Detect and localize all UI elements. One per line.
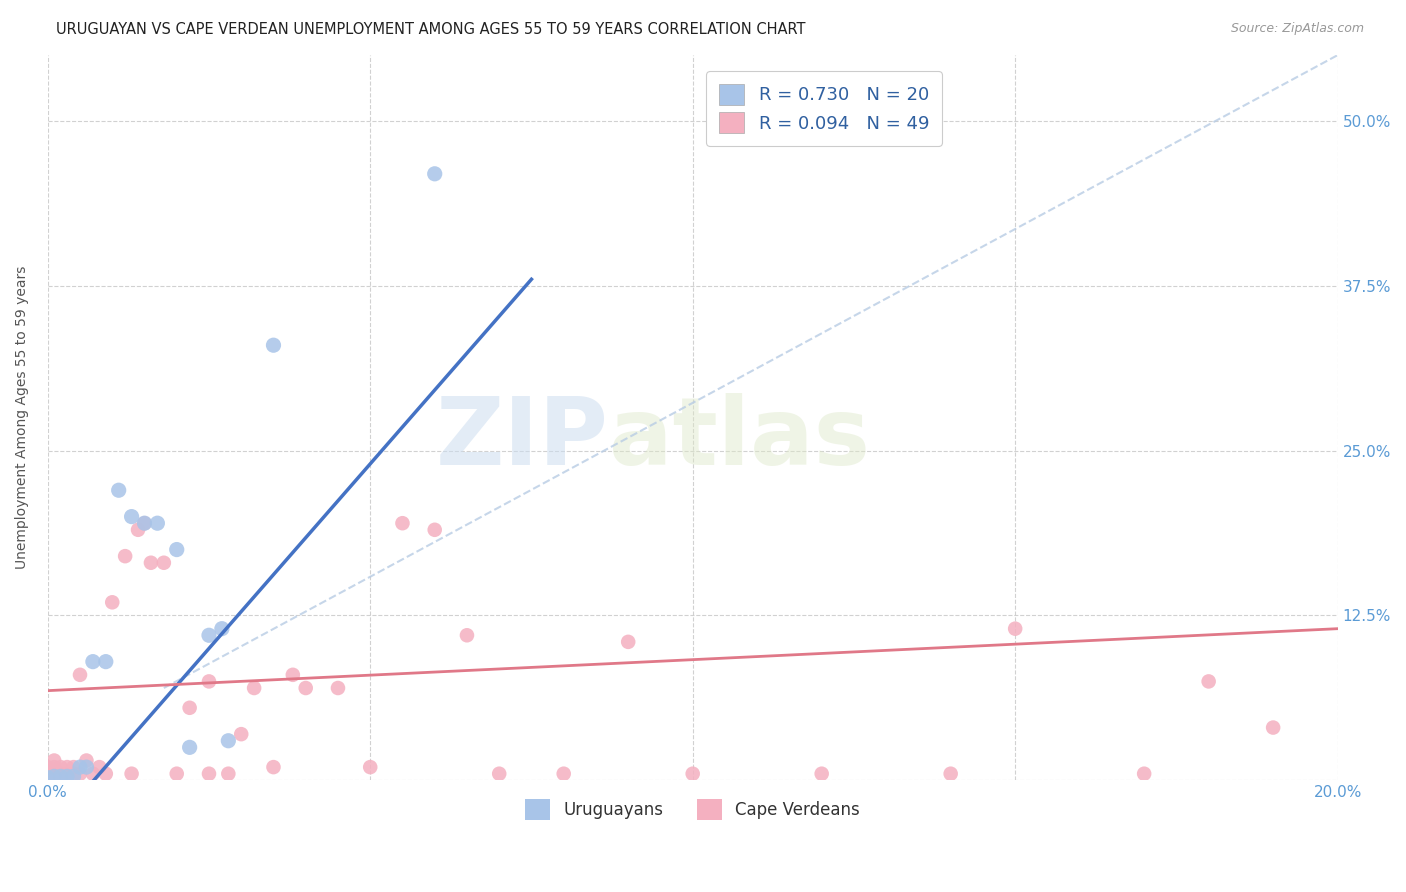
Point bbox=[243, 681, 266, 695]
Point bbox=[127, 523, 149, 537]
Point bbox=[179, 700, 201, 714]
Point bbox=[263, 760, 285, 774]
Point bbox=[153, 556, 176, 570]
Point bbox=[1198, 674, 1220, 689]
Text: atlas: atlas bbox=[609, 393, 870, 485]
Point bbox=[62, 769, 84, 783]
Point bbox=[37, 760, 59, 774]
Text: ZIP: ZIP bbox=[436, 393, 609, 485]
Point bbox=[359, 760, 381, 774]
Point bbox=[75, 754, 97, 768]
Point bbox=[56, 760, 79, 774]
Point bbox=[37, 766, 59, 780]
Point bbox=[62, 760, 84, 774]
Point bbox=[82, 766, 104, 780]
Y-axis label: Unemployment Among Ages 55 to 59 years: Unemployment Among Ages 55 to 59 years bbox=[15, 266, 30, 569]
Text: Source: ZipAtlas.com: Source: ZipAtlas.com bbox=[1230, 22, 1364, 36]
Point bbox=[44, 769, 66, 783]
Text: URUGUAYAN VS CAPE VERDEAN UNEMPLOYMENT AMONG AGES 55 TO 59 YEARS CORRELATION CHA: URUGUAYAN VS CAPE VERDEAN UNEMPLOYMENT A… bbox=[56, 22, 806, 37]
Point bbox=[217, 766, 239, 780]
Point bbox=[488, 766, 510, 780]
Point bbox=[294, 681, 316, 695]
Point bbox=[198, 766, 221, 780]
Point bbox=[62, 766, 84, 780]
Point bbox=[281, 668, 304, 682]
Point bbox=[179, 740, 201, 755]
Point bbox=[1004, 622, 1026, 636]
Point bbox=[69, 760, 91, 774]
Point bbox=[1133, 766, 1156, 780]
Point bbox=[114, 549, 136, 563]
Point bbox=[617, 635, 640, 649]
Point bbox=[75, 760, 97, 774]
Point bbox=[134, 516, 156, 531]
Point bbox=[37, 771, 59, 785]
Point bbox=[107, 483, 129, 498]
Point bbox=[326, 681, 349, 695]
Point bbox=[139, 556, 162, 570]
Point bbox=[56, 766, 79, 780]
Point bbox=[231, 727, 253, 741]
Point bbox=[391, 516, 413, 531]
Point bbox=[456, 628, 478, 642]
Point bbox=[44, 766, 66, 780]
Point bbox=[810, 766, 832, 780]
Point bbox=[423, 167, 446, 181]
Legend: Uruguayans, Cape Verdeans: Uruguayans, Cape Verdeans bbox=[519, 793, 866, 826]
Point bbox=[94, 766, 117, 780]
Point bbox=[166, 542, 188, 557]
Point bbox=[82, 655, 104, 669]
Point bbox=[423, 523, 446, 537]
Point bbox=[198, 628, 221, 642]
Point bbox=[49, 766, 72, 780]
Point bbox=[134, 516, 156, 531]
Point bbox=[553, 766, 575, 780]
Point bbox=[146, 516, 169, 531]
Point bbox=[166, 766, 188, 780]
Point bbox=[69, 668, 91, 682]
Point bbox=[44, 760, 66, 774]
Point bbox=[217, 733, 239, 747]
Point bbox=[44, 754, 66, 768]
Point bbox=[94, 655, 117, 669]
Point bbox=[198, 674, 221, 689]
Point bbox=[121, 766, 143, 780]
Point bbox=[121, 509, 143, 524]
Point bbox=[89, 760, 111, 774]
Point bbox=[69, 766, 91, 780]
Point bbox=[211, 622, 233, 636]
Point bbox=[1263, 721, 1285, 735]
Point bbox=[939, 766, 962, 780]
Point bbox=[49, 769, 72, 783]
Point bbox=[49, 760, 72, 774]
Point bbox=[263, 338, 285, 352]
Point bbox=[682, 766, 704, 780]
Point bbox=[101, 595, 124, 609]
Point bbox=[56, 769, 79, 783]
